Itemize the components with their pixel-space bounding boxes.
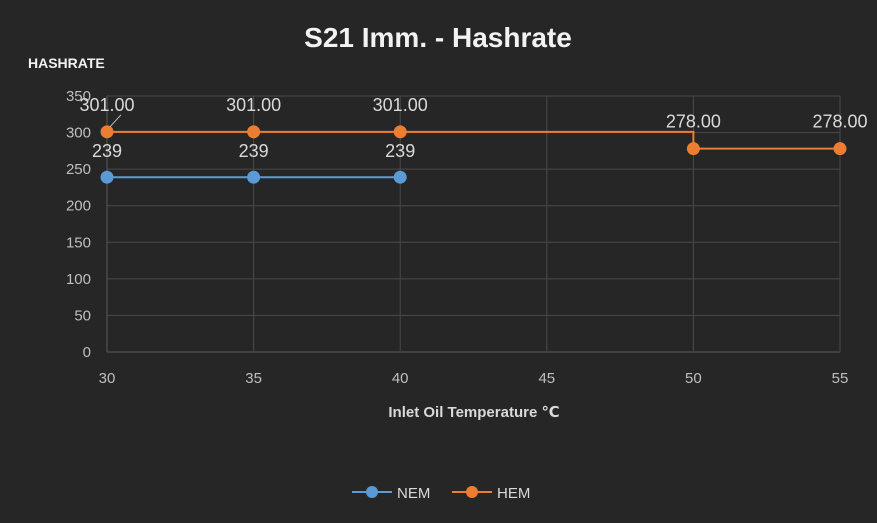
data-point-hem xyxy=(686,142,700,156)
axis-ticks: 0 50 100 150 200 250 300 350 30 35 40 45 50 55 xyxy=(66,88,848,387)
y-tick-label: 150 xyxy=(66,234,91,251)
data-point-hem xyxy=(393,125,407,139)
legend-item-nem: NEM xyxy=(352,485,430,502)
data-label-hem: 301.00 xyxy=(373,95,428,115)
x-tick-label: 50 xyxy=(685,370,702,387)
y-tick-label: 0 xyxy=(83,344,91,361)
y-tick-label: 50 xyxy=(74,307,91,324)
y-axis-title: HASHRATE xyxy=(28,55,105,71)
data-label-hem: 278.00 xyxy=(666,112,721,132)
data-point-nem xyxy=(100,170,114,184)
data-label-hem: 301.00 xyxy=(79,95,134,115)
legend-item-hem: HEM xyxy=(452,485,530,502)
y-tick-label: 300 xyxy=(66,125,91,142)
data-label-nem: 239 xyxy=(239,141,269,161)
y-tick-label: 100 xyxy=(66,271,91,288)
x-tick-label: 40 xyxy=(392,370,409,387)
chart-title: S21 Imm. - Hashrate xyxy=(304,22,572,53)
data-point-hem xyxy=(833,142,847,156)
x-tick-label: 55 xyxy=(832,370,849,387)
data-point-nem xyxy=(393,170,407,184)
x-tick-label: 30 xyxy=(99,370,116,387)
y-tick-label: 250 xyxy=(66,161,91,178)
x-tick-label: 35 xyxy=(245,370,262,387)
x-axis-title: Inlet Oil Temperature ℃ xyxy=(388,404,559,421)
legend-swatch-marker xyxy=(366,486,378,498)
data-label-nem: 239 xyxy=(92,141,122,161)
data-point-hem xyxy=(247,125,261,139)
grid xyxy=(106,95,841,353)
series-line-hem xyxy=(107,130,840,150)
y-tick-label: 200 xyxy=(66,198,91,215)
x-tick-label: 45 xyxy=(538,370,555,387)
data-point-hem xyxy=(100,125,114,139)
y-tick-label: 350 xyxy=(66,88,91,105)
data-point-nem xyxy=(247,170,261,184)
series xyxy=(100,125,847,184)
data-labels: 239 239 239 301.00 301.00 301.00 278.00 278.00 xyxy=(79,95,867,161)
legend-label: NEM xyxy=(397,485,430,502)
data-label-hem: 301.00 xyxy=(226,95,281,115)
data-label-hem: 278.00 xyxy=(812,112,867,132)
legend-label: HEM xyxy=(497,485,530,502)
data-label-nem: 239 xyxy=(385,141,415,161)
legend: NEM HEM xyxy=(352,485,530,502)
data-label-leader xyxy=(109,114,122,128)
legend-swatch-marker xyxy=(466,486,478,498)
